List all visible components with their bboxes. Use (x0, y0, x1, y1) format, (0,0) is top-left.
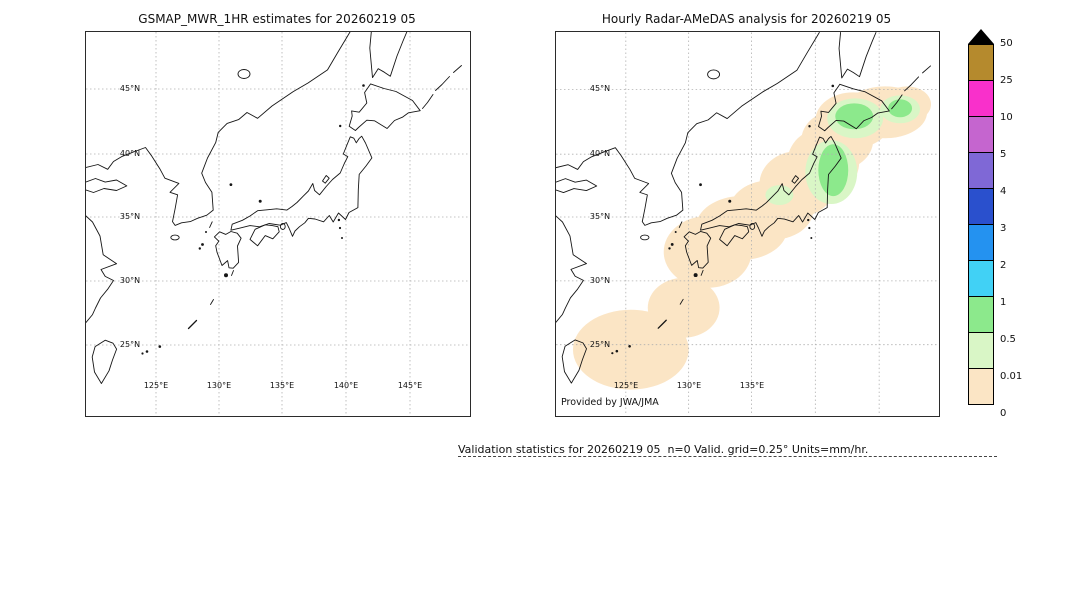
data-credit-text: Provided by JWA/JMA (561, 397, 659, 408)
lon-tick-label: 145°E (397, 381, 423, 390)
lat-tick-label: 30°N (589, 276, 611, 285)
left-panel-title: GSMAP_MWR_1HR estimates for 20260219 05 (138, 12, 416, 26)
lat-tick-label: 25°N (119, 340, 141, 349)
dashed-underline (458, 456, 997, 457)
colorbar-segment (968, 80, 994, 117)
colorbar-tick-label: 25 (1000, 75, 1013, 86)
lat-tick-label: 45°N (589, 84, 611, 93)
colorbar-segment (968, 152, 994, 189)
lat-tick-label: 40°N (589, 149, 611, 158)
left-map-panel: 45°N 40°N 35°N 30°N 25°N 125°E 130°E 135… (85, 31, 471, 417)
colorbar-tick-label: 10 (1000, 112, 1013, 123)
lon-tick-label: 130°E (206, 381, 232, 390)
lat-tick-label: 45°N (119, 84, 141, 93)
right-map-panel: 45°N 40°N 35°N 30°N 25°N 125°E 130°E 135… (555, 31, 940, 417)
colorbar-segment (968, 224, 994, 261)
colorbar-tick-label: 3 (1000, 223, 1007, 234)
lon-tick-label: 135°E (739, 381, 765, 390)
lon-tick-label: 125°E (613, 381, 639, 390)
lon-tick-label: 140°E (333, 381, 359, 390)
colorbar-tick-label: 0.5 (1000, 334, 1016, 345)
colorbar-segment (968, 332, 994, 369)
lat-tick-label: 35°N (589, 212, 611, 221)
right-map-plot (556, 32, 939, 416)
colorbar-segment (968, 296, 994, 333)
lat-tick-label: 35°N (119, 212, 141, 221)
lon-tick-label: 135°E (269, 381, 295, 390)
validation-stats-text: Validation statistics for 20260219 05 n=… (458, 443, 869, 456)
colorbar-segment (968, 260, 994, 297)
colorbar-tick-label: 0.01 (1000, 371, 1023, 382)
colorbar-tick-label: 1 (1000, 297, 1007, 308)
colorbar-tick-label: 50 (1000, 38, 1013, 49)
lon-tick-label: 125°E (143, 381, 169, 390)
colorbar-segment (968, 44, 994, 81)
precip-band-0.01 (572, 86, 932, 390)
colorbar-segment (968, 116, 994, 153)
lat-tick-label: 25°N (589, 340, 611, 349)
colorbar-tick-label: 5 (1000, 149, 1007, 160)
colorbar-tick-label: 4 (1000, 186, 1007, 197)
right-panel-title: Hourly Radar-AMeDAS analysis for 2026021… (601, 12, 892, 26)
colorbar-segment (968, 368, 994, 405)
colorbar-overflow-triangle-icon (968, 29, 994, 44)
colorbar-tick-label: 0 (1000, 408, 1007, 419)
colorbar-bar (968, 44, 994, 405)
lon-tick-label: 130°E (676, 381, 702, 390)
colorbar-tick-label: 2 (1000, 260, 1007, 271)
lat-tick-label: 40°N (119, 149, 141, 158)
colorbar-segment (968, 188, 994, 225)
lat-tick-label: 30°N (119, 276, 141, 285)
colorbar: 50 25 10 5 4 3 2 1 0.5 0.01 0 (968, 29, 1038, 419)
precip-band-1 (818, 99, 913, 197)
